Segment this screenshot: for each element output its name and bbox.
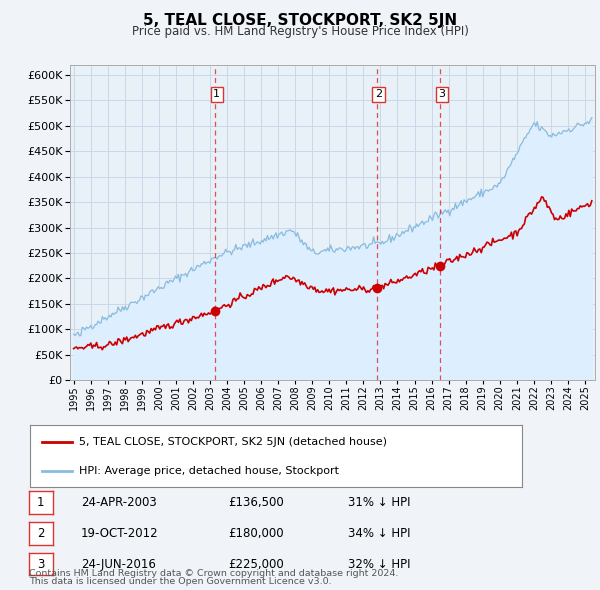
Text: 34% ↓ HPI: 34% ↓ HPI: [348, 527, 410, 540]
Text: £225,000: £225,000: [228, 558, 284, 571]
Text: £180,000: £180,000: [228, 527, 284, 540]
Text: 24-APR-2003: 24-APR-2003: [81, 496, 157, 509]
Text: This data is licensed under the Open Government Licence v3.0.: This data is licensed under the Open Gov…: [29, 578, 331, 586]
Text: 3: 3: [37, 558, 44, 571]
Text: 31% ↓ HPI: 31% ↓ HPI: [348, 496, 410, 509]
Text: Price paid vs. HM Land Registry's House Price Index (HPI): Price paid vs. HM Land Registry's House …: [131, 25, 469, 38]
Text: 24-JUN-2016: 24-JUN-2016: [81, 558, 156, 571]
Text: 32% ↓ HPI: 32% ↓ HPI: [348, 558, 410, 571]
Text: 5, TEAL CLOSE, STOCKPORT, SK2 5JN: 5, TEAL CLOSE, STOCKPORT, SK2 5JN: [143, 13, 457, 28]
Text: 3: 3: [438, 89, 445, 99]
Text: 2: 2: [37, 527, 44, 540]
Text: Contains HM Land Registry data © Crown copyright and database right 2024.: Contains HM Land Registry data © Crown c…: [29, 569, 398, 578]
Text: 19-OCT-2012: 19-OCT-2012: [81, 527, 158, 540]
Text: £136,500: £136,500: [228, 496, 284, 509]
Text: 5, TEAL CLOSE, STOCKPORT, SK2 5JN (detached house): 5, TEAL CLOSE, STOCKPORT, SK2 5JN (detac…: [79, 437, 387, 447]
Text: HPI: Average price, detached house, Stockport: HPI: Average price, detached house, Stoc…: [79, 466, 339, 476]
Text: 1: 1: [37, 496, 44, 509]
Text: 1: 1: [213, 89, 220, 99]
Text: 2: 2: [375, 89, 382, 99]
